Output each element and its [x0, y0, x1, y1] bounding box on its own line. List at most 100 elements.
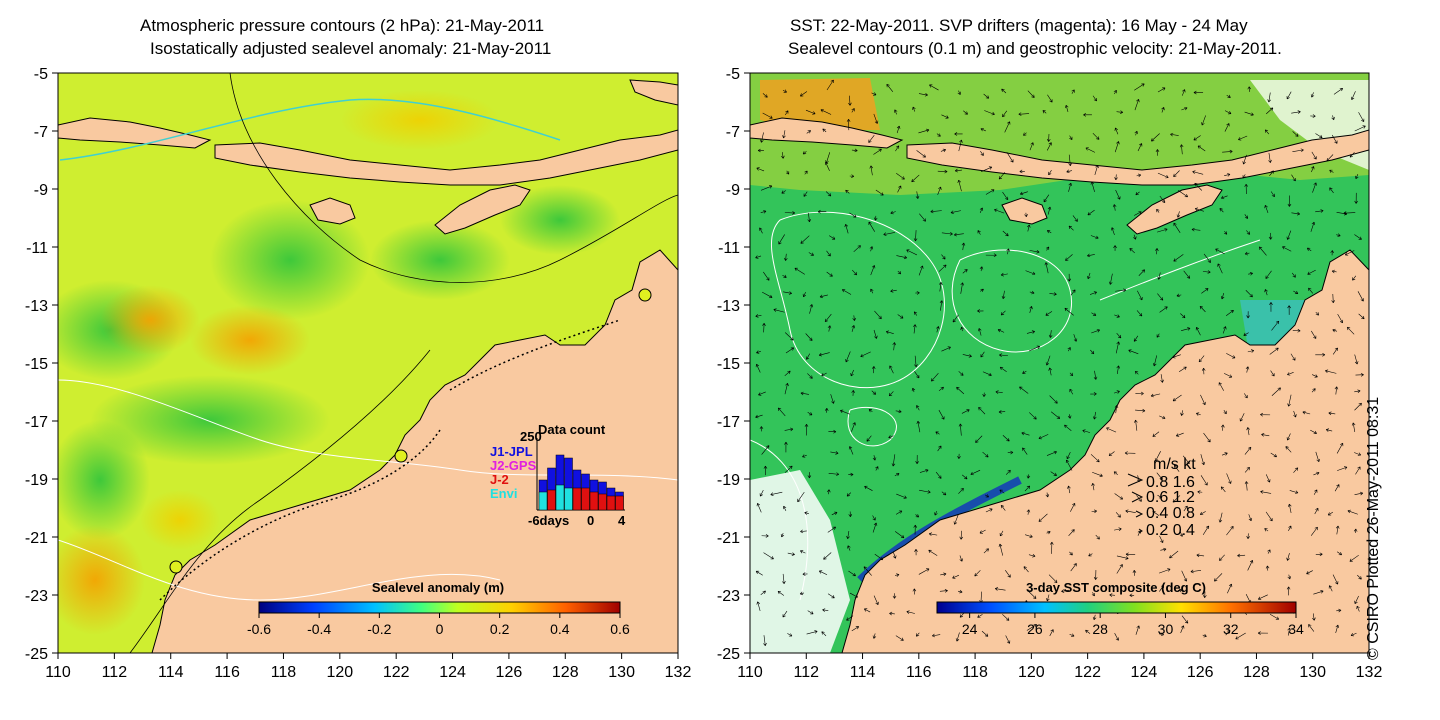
left-y-tick-label: -15: [25, 356, 48, 373]
velocity-arrow: [958, 423, 963, 436]
right-eddy-contour-1: [770, 211, 945, 389]
velocity-arrow: [1293, 410, 1297, 418]
axis-ticks: 110 112 114 116 118 120 122 124 126 128 130 132 -5 -7…: [25, 66, 1383, 681]
velocity-arrow: [937, 445, 942, 452]
histogram-max-label: 250: [520, 429, 542, 444]
velocity-arrow: [1314, 507, 1319, 515]
velocity-arrow: [873, 329, 878, 339]
velocity-arrow: [1306, 570, 1313, 575]
velocity-arrow: [1026, 474, 1031, 479]
sla-blobs: [58, 90, 620, 635]
velocity-arrow: [1202, 270, 1211, 274]
velocity-arrow: [1109, 593, 1115, 597]
velocity-arrow: [1354, 595, 1359, 605]
velocity-arrow: [1068, 225, 1074, 231]
velocity-arrow: [1226, 353, 1236, 359]
velocity-arrow: [1219, 208, 1224, 213]
velocity-arrow: [782, 610, 788, 618]
velocity-arrow: [763, 552, 774, 560]
velocity-arrow: [1069, 372, 1074, 377]
velocity-arrow: [1019, 169, 1025, 174]
velocity-arrow: [1223, 373, 1233, 378]
velocity-arrow: [979, 266, 984, 272]
velocity-arrow: [1327, 511, 1334, 516]
velocity-arrow: [957, 179, 962, 192]
velocity-arrow: [863, 608, 871, 613]
velocity-arrow: [1287, 372, 1294, 376]
velocity-arrow: [760, 210, 767, 214]
velocity-arrow: [1227, 583, 1233, 594]
velocity-arrow: [870, 288, 874, 294]
velocity-arrow: [818, 352, 830, 357]
right-x-tick-label: 110: [737, 664, 763, 681]
velocity-arrow: [980, 128, 986, 132]
velocity-arrow: [1136, 173, 1142, 178]
velocity-arrow: [1351, 91, 1356, 101]
velocity-arrow: [1022, 447, 1028, 455]
velocity-arrow: [1287, 627, 1291, 636]
velocity-arrow: [979, 207, 984, 214]
histogram-bar-segment: [572, 487, 582, 511]
velocity-arrow: [1246, 533, 1250, 539]
velocity-arrow: [756, 167, 765, 172]
velocity-arrow: [1329, 187, 1334, 194]
velocity-arrow: [1068, 182, 1072, 192]
velocity-arrow: [784, 370, 791, 377]
velocity-arrow: [1134, 98, 1140, 111]
velocity-arrow: [915, 191, 920, 199]
velocity-arrow: [1354, 234, 1362, 240]
velocity-arrow: [1358, 112, 1365, 123]
velocity-arrow: [1245, 290, 1253, 298]
velocity-arrow: [782, 573, 786, 584]
velocity-arrow: [1268, 232, 1273, 240]
velocity-arrow: [1152, 431, 1160, 437]
velocity-arrow: [840, 409, 851, 415]
velocity-arrow: [1331, 134, 1338, 144]
left-x-tick-label: 112: [102, 664, 128, 681]
velocity-arrow: [1065, 254, 1073, 261]
velocity-arrow: [868, 135, 875, 143]
velocity-arrow: [958, 371, 964, 376]
velocity-arrow: [874, 553, 884, 561]
velocity-arrow: [1152, 355, 1158, 367]
velocity-arrow: [797, 491, 805, 503]
velocity-arrow: [997, 328, 1005, 333]
velocity-arrow: [1133, 335, 1139, 342]
left-colorbar-tick-label: 0.4: [550, 621, 570, 637]
right-hot-patch: [760, 78, 880, 130]
velocity-arrow: [1069, 551, 1073, 556]
velocity-arrow: [807, 212, 812, 223]
velocity-arrow: [1235, 632, 1246, 640]
velocity-arrow: [1134, 211, 1142, 216]
velocity-arrow: [1157, 87, 1166, 93]
velocity-arrow: [897, 185, 902, 193]
velocity-arrow: [807, 412, 813, 416]
velocity-arrow: [1135, 191, 1140, 196]
velocity-arrow: [982, 392, 986, 397]
velocity-arrow: [1045, 355, 1051, 366]
velocity-arrow: [1325, 428, 1333, 432]
left-colorbar-tick-label: -0.4: [307, 621, 331, 637]
velocity-arrow: [1155, 149, 1160, 156]
velocity-arrow: [1028, 554, 1036, 558]
velocity-arrow: [800, 529, 807, 534]
velocity-arrow: [1330, 250, 1334, 256]
velocity-arrow: [1335, 624, 1340, 634]
velocity-arrow: [1024, 485, 1031, 492]
velocity-arrow: [1357, 291, 1364, 302]
velocity-arrow: [959, 612, 965, 618]
velocity-arrow: [804, 423, 809, 436]
velocity-arrow: [915, 455, 919, 464]
velocity-arrow: [1313, 471, 1320, 476]
left-x-tick-label: 126: [496, 664, 523, 681]
velocity-arrow: [1202, 633, 1207, 638]
velocity-arrow: [1048, 170, 1052, 176]
velocity-arrow: [941, 114, 949, 119]
velocity-arrow: [918, 568, 930, 575]
left-timor-land: [434, 184, 531, 235]
velocity-arrow: [1029, 142, 1034, 151]
velocity-arrow: [1226, 526, 1234, 536]
velocity-arrow: [1000, 310, 1006, 316]
right-colorbar-tick-label: 32: [1223, 621, 1239, 637]
velocity-arrow: [1311, 166, 1315, 173]
